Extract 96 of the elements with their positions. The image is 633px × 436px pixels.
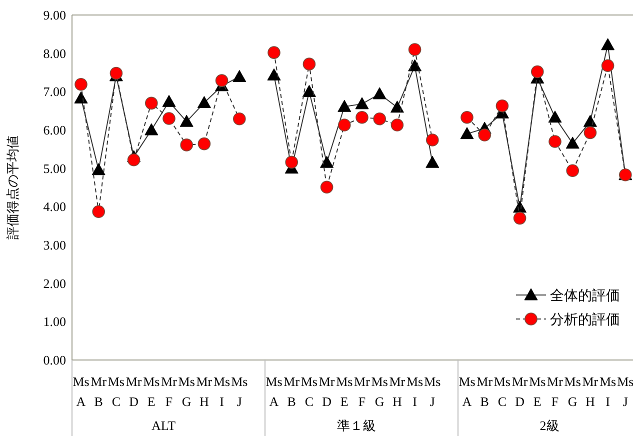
point (145, 96, 158, 110)
point (496, 99, 509, 112)
point (460, 127, 474, 140)
point (584, 126, 597, 140)
point (144, 123, 158, 136)
x-tick-label: Ms I (599, 374, 616, 409)
point (601, 38, 615, 50)
x-tick-label: Mr D (126, 374, 142, 409)
point (285, 156, 298, 169)
x-tick-label: Ms E (529, 374, 546, 409)
point (338, 100, 352, 112)
x-tick-label: Ms C (494, 374, 511, 409)
point (127, 154, 140, 166)
x-tick-label: Mr D (512, 374, 528, 409)
x-tick-label: Mr F (161, 374, 178, 409)
point (390, 100, 404, 113)
point (601, 59, 614, 72)
x-tick-label: Ms J (617, 374, 633, 409)
x-tick-label: Ms J (424, 374, 441, 409)
x-axis-title: ALT (151, 418, 176, 433)
x-tick-label: Mr F (354, 374, 371, 409)
point (180, 138, 193, 152)
x-axis-title: 2級 (540, 418, 560, 433)
x-tick-label: Ms E (336, 374, 353, 409)
x-tick-label: Mr D (318, 374, 336, 409)
point (110, 66, 123, 80)
point (215, 74, 228, 87)
point (566, 164, 579, 178)
point (74, 91, 88, 104)
legend-label: 分析的評価 (550, 312, 620, 328)
point (74, 78, 88, 91)
y-tick-label: 9.00 (43, 8, 66, 22)
x-tick-label: Mr H (389, 374, 406, 409)
y-tick-label: 8.00 (43, 46, 66, 61)
point (390, 118, 404, 132)
x-tick-label: Ms J (231, 374, 248, 409)
point (531, 65, 544, 78)
x-tick-label: Mr H (196, 374, 213, 409)
point (355, 97, 369, 110)
point (356, 110, 368, 124)
x-tick-label: Ms A (458, 374, 476, 409)
point (320, 180, 334, 194)
x-tick-label: Mr H (582, 374, 599, 409)
point (566, 136, 580, 149)
point (372, 87, 386, 100)
x-tick-label: Ms E (143, 374, 160, 409)
point (338, 118, 351, 132)
legend-label: 全体的評価 (550, 288, 620, 304)
y-tick-label: 4.00 (43, 199, 66, 214)
x-tick-label: Ms C (108, 374, 125, 409)
x-tick-label: Ms G (564, 374, 581, 409)
point (408, 43, 422, 56)
y-tick-label: 2.00 (43, 276, 66, 291)
point (320, 156, 334, 168)
point (373, 112, 386, 126)
x-tick-label: Ms I (406, 374, 424, 409)
y-tick-label: 5.00 (43, 160, 66, 176)
point (92, 205, 105, 218)
x-tick-label: Ms G (178, 374, 195, 409)
x-tick-label: Ms I (213, 374, 230, 409)
x-tick-label: Ms C (300, 374, 318, 409)
point (180, 114, 194, 127)
point (92, 163, 106, 176)
y-tick-label: 1.00 (43, 314, 66, 330)
y-tick-label: 6.00 (43, 122, 66, 138)
point (548, 110, 562, 123)
point (302, 84, 316, 97)
y-tick-label: 7.00 (43, 84, 66, 100)
x-tick-label: Ms A (266, 374, 282, 409)
point (162, 112, 176, 125)
x-tick-label: Mr F (547, 374, 564, 409)
point (478, 128, 491, 142)
point (302, 58, 316, 70)
point (233, 112, 246, 126)
point (197, 96, 211, 108)
point (513, 212, 526, 225)
x-axis-title: 準１級 (337, 418, 376, 433)
y-tick-label: 3.00 (43, 238, 66, 252)
x-tick-label: Mr B (284, 374, 300, 409)
point (426, 156, 440, 168)
y-axis-title: 評価得点の平均値 (5, 136, 20, 240)
point (198, 137, 211, 150)
point (232, 70, 246, 82)
point (460, 110, 474, 124)
point (267, 68, 281, 80)
point (548, 135, 562, 148)
point (583, 114, 597, 127)
x-tick-label: Mr B (90, 374, 108, 409)
x-tick-label: Ms A (72, 374, 90, 409)
point (408, 59, 422, 72)
point (162, 94, 176, 107)
point (268, 46, 280, 59)
x-tick-label: Ms G (371, 374, 388, 409)
point (426, 134, 439, 146)
x-tick-label: Mr B (476, 374, 494, 409)
y-tick-label: 0.00 (43, 352, 66, 368)
